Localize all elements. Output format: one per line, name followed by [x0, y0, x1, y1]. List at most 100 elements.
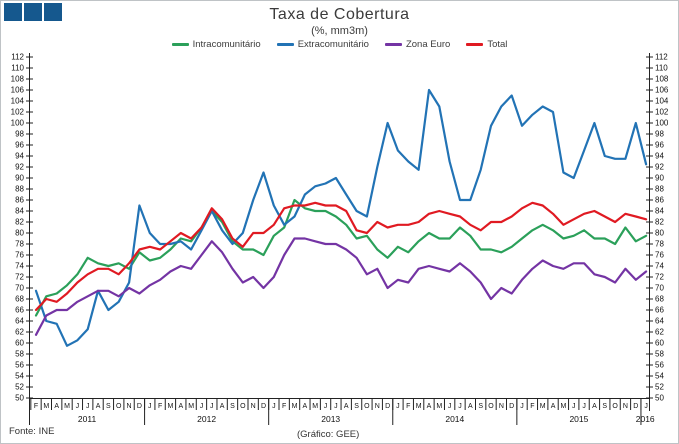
- svg-text:M: M: [64, 403, 70, 410]
- svg-text:D: D: [137, 403, 142, 410]
- logo: [4, 3, 62, 21]
- svg-text:A: A: [592, 403, 597, 410]
- svg-text:82: 82: [15, 218, 24, 227]
- svg-text:62: 62: [15, 328, 24, 337]
- svg-text:D: D: [385, 403, 390, 410]
- svg-text:54: 54: [15, 372, 24, 381]
- svg-text:60: 60: [15, 339, 24, 348]
- svg-text:94: 94: [655, 152, 664, 161]
- svg-text:104: 104: [655, 97, 669, 106]
- svg-text:F: F: [406, 403, 410, 410]
- svg-text:92: 92: [655, 163, 664, 172]
- svg-text:M: M: [540, 403, 546, 410]
- svg-text:J: J: [324, 403, 328, 410]
- svg-text:54: 54: [655, 372, 664, 381]
- svg-text:M: M: [43, 403, 49, 410]
- svg-text:J: J: [396, 403, 400, 410]
- svg-text:A: A: [220, 403, 225, 410]
- svg-text:J: J: [76, 403, 80, 410]
- svg-text:F: F: [282, 403, 286, 410]
- svg-text:M: M: [416, 403, 422, 410]
- svg-text:56: 56: [15, 361, 24, 370]
- svg-text:J: J: [520, 403, 524, 410]
- svg-text:74: 74: [15, 262, 24, 271]
- svg-text:2015: 2015: [569, 414, 588, 424]
- svg-text:M: M: [168, 403, 174, 410]
- svg-text:94: 94: [15, 152, 24, 161]
- svg-text:2013: 2013: [321, 414, 340, 424]
- svg-text:84: 84: [655, 207, 664, 216]
- svg-text:2012: 2012: [197, 414, 216, 424]
- svg-text:F: F: [158, 403, 162, 410]
- svg-text:J: J: [448, 403, 452, 410]
- svg-text:50: 50: [655, 394, 664, 403]
- svg-text:58: 58: [15, 350, 24, 359]
- svg-text:2014: 2014: [445, 414, 464, 424]
- svg-text:56: 56: [655, 361, 664, 370]
- svg-text:80: 80: [655, 229, 664, 238]
- svg-text:A: A: [344, 403, 349, 410]
- legend-line-zona-euro-icon: [384, 43, 402, 46]
- svg-text:A: A: [427, 403, 432, 410]
- legend-item-intracomunitario: Intracomunitário: [171, 39, 261, 50]
- svg-text:76: 76: [15, 251, 24, 260]
- svg-text:M: M: [292, 403, 298, 410]
- svg-text:70: 70: [655, 284, 664, 293]
- svg-text:110: 110: [11, 64, 24, 73]
- svg-text:J: J: [334, 403, 338, 410]
- svg-text:F: F: [530, 403, 534, 410]
- svg-text:74: 74: [655, 262, 664, 271]
- legend-line-total-icon: [466, 43, 484, 46]
- svg-text:A: A: [468, 403, 473, 410]
- svg-text:N: N: [623, 403, 628, 410]
- source-note: Fonte: INE: [9, 426, 55, 437]
- svg-text:68: 68: [655, 295, 664, 304]
- legend: Intracomunitário Extracomunitário Zona E…: [1, 39, 678, 50]
- svg-text:F: F: [34, 403, 38, 410]
- svg-text:58: 58: [655, 350, 664, 359]
- svg-text:62: 62: [655, 328, 664, 337]
- svg-text:78: 78: [655, 240, 664, 249]
- svg-text:D: D: [261, 403, 266, 410]
- svg-text:N: N: [499, 403, 504, 410]
- svg-text:112: 112: [11, 53, 24, 62]
- svg-text:66: 66: [655, 306, 664, 315]
- svg-text:66: 66: [15, 306, 24, 315]
- svg-text:96: 96: [655, 141, 664, 150]
- svg-text:84: 84: [15, 207, 24, 216]
- svg-text:106: 106: [11, 86, 25, 95]
- svg-text:2016: 2016: [636, 414, 655, 424]
- svg-text:112: 112: [655, 53, 668, 62]
- svg-text:J: J: [86, 403, 90, 410]
- svg-text:52: 52: [655, 383, 664, 392]
- svg-text:A: A: [551, 403, 556, 410]
- svg-text:70: 70: [15, 284, 24, 293]
- svg-text:72: 72: [655, 273, 664, 282]
- svg-text:98: 98: [655, 130, 664, 139]
- svg-text:98: 98: [15, 130, 24, 139]
- svg-text:86: 86: [655, 196, 664, 205]
- svg-text:78: 78: [15, 240, 24, 249]
- svg-text:A: A: [96, 403, 101, 410]
- svg-text:100: 100: [11, 119, 25, 128]
- svg-text:2011: 2011: [78, 414, 97, 424]
- svg-text:88: 88: [655, 185, 664, 194]
- svg-text:92: 92: [15, 163, 24, 172]
- svg-text:76: 76: [655, 251, 664, 260]
- svg-text:D: D: [509, 403, 514, 410]
- legend-line-extracomunitario-icon: [276, 43, 294, 46]
- svg-text:J: J: [200, 403, 204, 410]
- svg-text:110: 110: [655, 64, 668, 73]
- credit-note: (Gráfico: GEE): [297, 429, 360, 440]
- svg-text:50: 50: [15, 394, 24, 403]
- svg-text:J: J: [148, 403, 152, 410]
- legend-label: Zona Euro: [405, 39, 451, 50]
- legend-item-zona-euro: Zona Euro: [384, 39, 451, 50]
- svg-text:N: N: [251, 403, 256, 410]
- logo-square: [24, 3, 42, 21]
- svg-text:M: M: [436, 403, 442, 410]
- legend-item-extracomunitario: Extracomunitário: [276, 39, 369, 50]
- svg-text:J: J: [572, 403, 576, 410]
- svg-text:A: A: [54, 403, 59, 410]
